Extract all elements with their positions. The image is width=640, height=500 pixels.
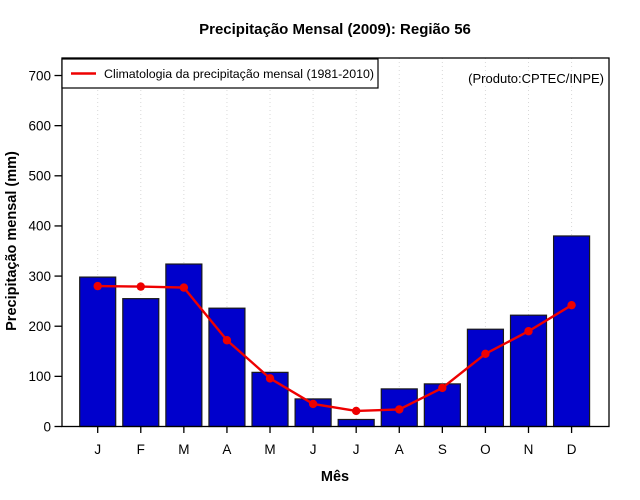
y-tick-label: 200	[28, 319, 51, 334]
climatology-point-5	[265, 374, 275, 383]
bar-J-7	[337, 418, 375, 428]
x-tick-label: D	[567, 442, 577, 457]
y-tick-label: 300	[28, 269, 51, 284]
x-axis-label: Mês	[321, 469, 349, 485]
bar-O-10	[466, 328, 505, 428]
x-tick-label: A	[222, 442, 231, 457]
y-tick-label: 100	[28, 369, 51, 384]
x-tick-label: M	[264, 442, 275, 457]
product-annotation: (Produto:CPTEC/INPE)	[468, 71, 604, 86]
frame-layer	[61, 57, 610, 428]
climatology-point-1	[93, 281, 102, 291]
x-tick-label: N	[524, 442, 534, 457]
climatology-point-11	[524, 327, 533, 336]
plot-frame	[61, 57, 610, 428]
x-tick-label: O	[480, 442, 491, 457]
climatology-point-3	[179, 283, 189, 292]
axes-layer: 0 100 200 300 400 500 600 700 J F M A M J J A S O N D	[28, 68, 576, 457]
bar-D-12	[552, 235, 591, 428]
x-tick-label: M	[178, 442, 189, 457]
legend-box	[61, 58, 379, 89]
x-tick-label: J	[310, 442, 317, 457]
chart-title: Precipitação Mensal (2009): Região 56	[199, 21, 471, 38]
y-tick-label: 500	[28, 169, 51, 184]
y-tick-label: 700	[28, 68, 51, 83]
climatology-point-6	[308, 399, 318, 409]
climatology-line	[97, 284, 573, 413]
bar-J-1	[79, 276, 117, 428]
y-tick-label: 600	[28, 118, 51, 133]
bar-F-2	[122, 298, 160, 428]
legend: Climatologia da precipitação mensal (198…	[61, 58, 379, 89]
x-tick-label: F	[137, 442, 145, 457]
climatology-point-9	[438, 383, 447, 393]
legend-label: Climatologia da precipitação mensal (198…	[104, 67, 374, 81]
x-tick-label: A	[395, 442, 404, 457]
x-tick-label: J	[353, 442, 360, 457]
bars-layer	[79, 235, 591, 428]
climatology-point-12	[567, 300, 576, 310]
y-tick-label: 0	[43, 419, 51, 434]
x-tick-label: J	[94, 442, 101, 457]
y-axis-label: Precipitação mensal (mm)	[4, 151, 20, 331]
climatology-point-8	[395, 405, 404, 414]
climatology-point-2	[136, 282, 145, 291]
climatology-point-10	[481, 349, 490, 358]
climatology-point-4	[222, 336, 232, 345]
y-tick-label: 400	[28, 219, 51, 234]
climatology-point-7	[351, 406, 361, 416]
x-tick-label: S	[438, 442, 447, 457]
climatology-line-layer	[93, 281, 576, 416]
